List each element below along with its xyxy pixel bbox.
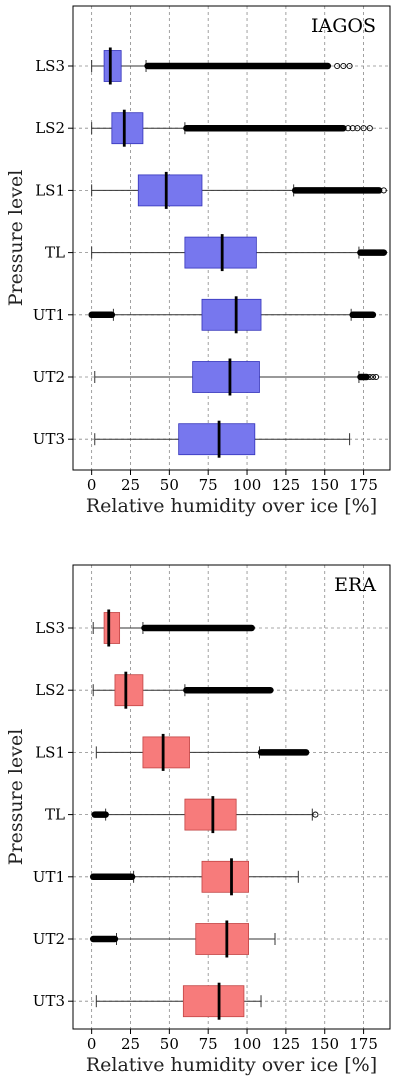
chart-panel-era: 0 25 50 75 100 125 150 175 LS3 LS2 LS1 TL UT1 UT2 UT3 R… <box>5 564 391 1076</box>
chart-panel-iagos: 0 25 50 75 100 125 150 175 LS3 LS2 LS1 TL UT1 UT2 UT3 R… <box>5 5 391 517</box>
box-tl <box>91 234 388 272</box>
y-tick-label: UT3 <box>33 992 65 1010</box>
y-tick-label: UT1 <box>33 868 65 886</box>
outlier-point <box>312 811 319 818</box>
x-tick-label: 150 <box>310 1035 339 1053</box>
panel-title: ERA <box>334 574 376 596</box>
outlier-point <box>346 62 353 70</box>
iqr-box <box>201 298 262 331</box>
y-tick-label: UT2 <box>33 930 65 948</box>
iqr-box <box>142 736 190 769</box>
x-tick-label: 100 <box>233 1035 262 1053</box>
outlier-point <box>344 125 352 132</box>
outlier-point <box>380 187 387 194</box>
outlier-point <box>366 373 373 381</box>
outlier-point <box>349 125 356 132</box>
x-tick-label: 50 <box>160 476 179 494</box>
outlier-point <box>354 125 361 132</box>
iqr-box <box>111 112 144 145</box>
box-ut1 <box>88 296 377 334</box>
y-tick-label: LS1 <box>35 181 65 199</box>
box-ls3 <box>91 47 353 85</box>
iqr-box <box>103 612 121 644</box>
x-tick-label: 175 <box>349 1035 378 1053</box>
iqr-box <box>192 361 260 393</box>
x-tick-label: 175 <box>349 476 378 494</box>
axes-frame <box>72 5 391 471</box>
iqr-box <box>184 236 257 269</box>
y-tick-label: TL <box>45 244 65 262</box>
iqr-box <box>178 423 256 456</box>
iqr-box <box>103 50 122 82</box>
y-tick-label: LS2 <box>35 681 65 699</box>
x-tick-label: 100 <box>233 476 262 494</box>
x-tick-label: 25 <box>121 476 140 494</box>
box-ls1 <box>91 171 387 209</box>
x-tick-label: 75 <box>199 1035 218 1053</box>
iqr-box <box>201 860 249 893</box>
x-axis-label: Relative humidity over ice [%] <box>86 495 377 517</box>
x-tick-label: 125 <box>272 476 301 494</box>
x-tick-label: 0 <box>87 1035 97 1053</box>
y-tick-label: UT3 <box>33 430 65 448</box>
box-ut2 <box>94 358 380 396</box>
y-tick-label: TL <box>45 806 65 824</box>
panel-title: IAGOS <box>311 15 376 37</box>
box-ls3 <box>92 609 255 647</box>
outlier-point <box>366 125 373 132</box>
box-ut3 <box>94 420 351 458</box>
box-ls1 <box>95 733 310 771</box>
x-tick-label: 50 <box>160 1035 179 1053</box>
y-tick-label: LS3 <box>35 57 65 75</box>
x-tick-label: 25 <box>121 1035 140 1053</box>
x-tick-label: 125 <box>272 1035 301 1053</box>
box-ut3 <box>95 982 262 1020</box>
iqr-box <box>114 674 144 707</box>
iqr-box <box>137 174 203 207</box>
x-tick-label: 0 <box>87 476 97 494</box>
y-tick-label: LS3 <box>35 619 65 637</box>
y-tick-label: LS2 <box>35 119 65 137</box>
y-tick-label: LS1 <box>35 743 65 761</box>
box-ls2 <box>91 109 373 147</box>
box-ls2 <box>92 671 274 709</box>
x-axis-label: Relative humidity over ice [%] <box>86 1054 377 1076</box>
axes-frame <box>72 564 391 1030</box>
box-tl <box>91 796 319 834</box>
iqr-box <box>184 798 237 831</box>
outlier-point <box>334 62 341 70</box>
y-axis-label: Pressure level <box>5 170 27 307</box>
outlier-point <box>340 62 347 70</box>
x-tick-label: 75 <box>199 476 218 494</box>
box-ut2 <box>89 920 276 958</box>
y-tick-label: UT2 <box>33 368 65 386</box>
outlier-point <box>360 125 367 132</box>
y-axis-label: Pressure level <box>5 729 27 866</box>
iqr-box <box>195 923 249 955</box>
x-tick-label: 150 <box>310 476 339 494</box>
outlier-point <box>372 373 380 381</box>
iqr-box <box>182 985 245 1018</box>
outlier-point <box>369 373 376 381</box>
y-tick-label: UT1 <box>33 306 65 324</box>
box-ut1 <box>89 858 299 896</box>
